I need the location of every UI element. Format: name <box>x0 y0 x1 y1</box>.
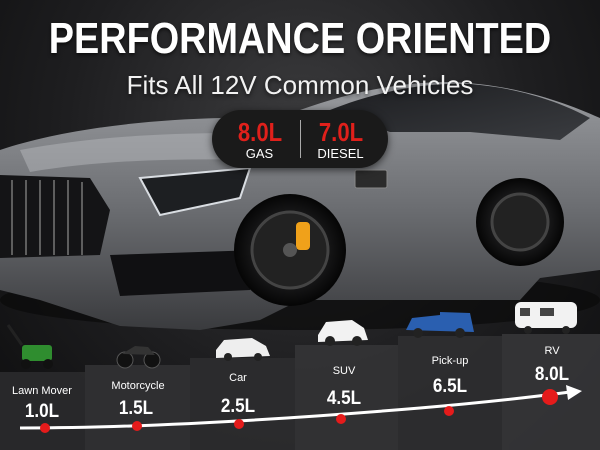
gas-volume: 8.0L <box>237 116 282 147</box>
vehicle-volume-rv: 8.0L <box>534 364 570 385</box>
vehicle-label-lawn-mover: Lawn Mover <box>12 385 72 397</box>
vehicle-label-rv: RV <box>544 345 560 357</box>
diesel-capacity: 7.0L DIESEL <box>301 118 381 161</box>
marker-lawn-mover <box>40 423 50 433</box>
vehicle-label-pickup: Pick-up <box>431 355 469 367</box>
marker-motorcycle <box>132 421 142 431</box>
vehicle-label-suv: SUV <box>332 365 356 377</box>
vehicle-volume-suv: 4.5L <box>326 388 362 409</box>
diesel-volume: 7.0L <box>318 116 363 147</box>
vehicle-volume-car: 2.5L <box>220 396 256 417</box>
motorcycle-icon <box>116 346 161 369</box>
rv-icon <box>515 302 577 334</box>
pickup-icon <box>406 312 474 338</box>
page-subtitle: Fits All 12V Common Vehicles <box>126 70 474 100</box>
vehicle-volume-lawn-mover: 1.0L <box>24 401 60 422</box>
vehicle-volume-pickup: 6.5L <box>432 376 468 397</box>
vehicle-label-motorcycle: Motorcycle <box>111 380 165 392</box>
page-title: PERFORMANCE ORIENTED <box>48 14 552 63</box>
marker-pickup <box>444 406 454 416</box>
gas-label: GAS <box>245 145 274 161</box>
gas-capacity: 8.0L GAS <box>220 118 300 161</box>
vehicle-volume-motorcycle: 1.5L <box>118 398 154 419</box>
marker-car <box>234 419 244 429</box>
marker-suv <box>336 414 346 424</box>
badge-divider <box>299 120 301 158</box>
vehicle-label-car: Car <box>229 372 247 384</box>
diesel-label: DIESEL <box>317 145 364 161</box>
lawn-mower-icon <box>6 324 53 369</box>
marker-rv <box>542 389 558 405</box>
car-icon <box>216 338 270 361</box>
suv-icon <box>318 320 368 346</box>
capacity-badge: 8.0L GAS 7.0L DIESEL <box>212 110 388 168</box>
